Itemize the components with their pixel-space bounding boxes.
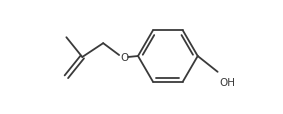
Text: OH: OH	[220, 77, 236, 87]
Text: O: O	[120, 53, 128, 62]
